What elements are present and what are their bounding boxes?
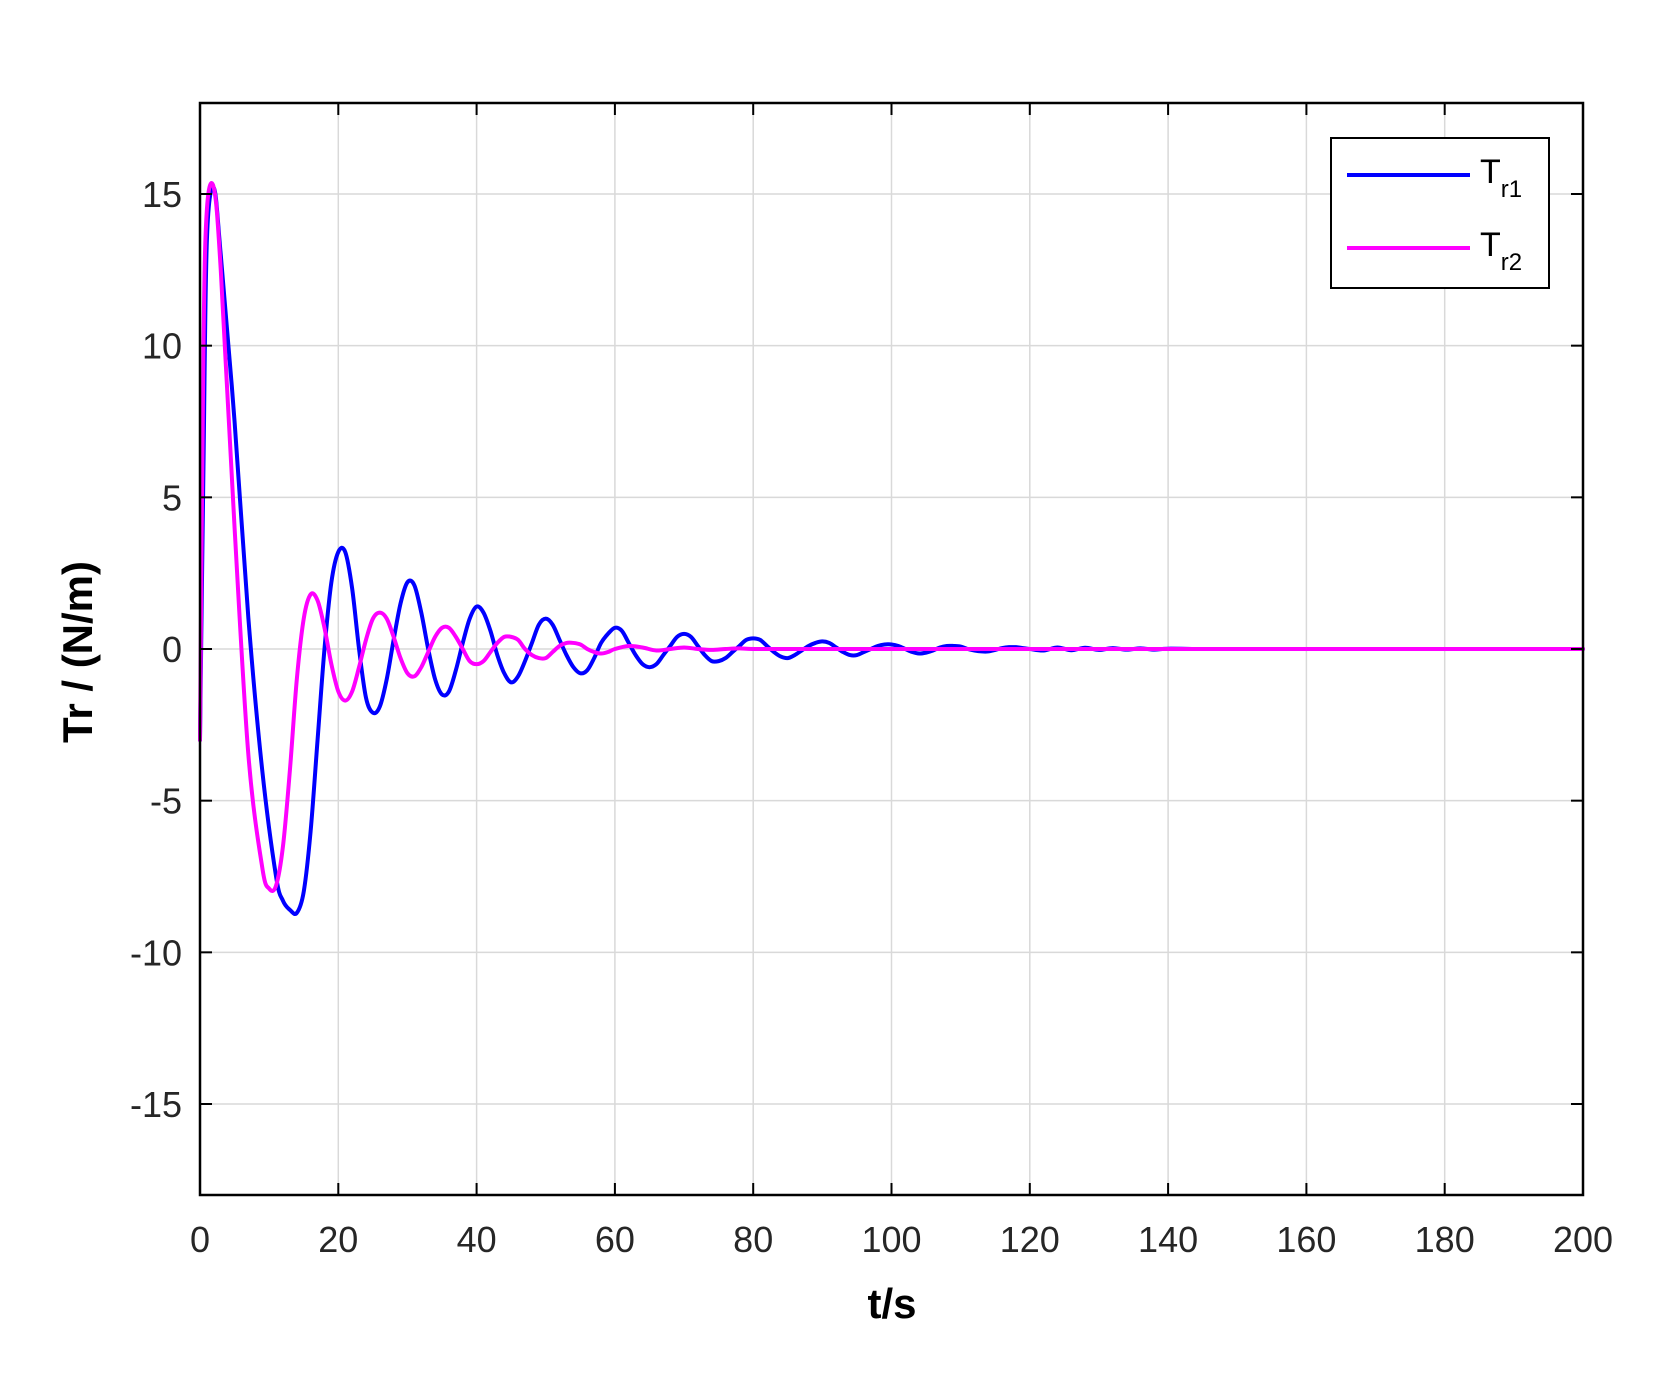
y-tick-label: -15 [130, 1084, 182, 1125]
axes-frame [198, 101, 1585, 1197]
y-tick-label: 15 [142, 174, 182, 215]
legend-label-tr1-sub: r1 [1501, 176, 1522, 203]
x-tick-label: 100 [861, 1219, 921, 1260]
x-tick-label: 200 [1553, 1219, 1613, 1260]
y-axis-label: Tr / (N/m) [54, 561, 101, 743]
legend-label-tr1-main: T [1480, 153, 1501, 191]
x-tick-label: 40 [457, 1219, 497, 1260]
y-tick-label: -10 [130, 932, 182, 973]
series-layer [198, 181, 1585, 916]
x-tick-label: 120 [1000, 1219, 1060, 1260]
legend-label-tr2: Tr2 [1480, 226, 1522, 276]
series-line-tr2 [198, 181, 1585, 893]
x-tick-label: 140 [1138, 1219, 1198, 1260]
legend: Tr1 Tr2 [1330, 137, 1550, 289]
plot-area-border [198, 101, 1585, 1197]
tick-labels: 0 20 40 60 80 100 120 140 160 180 200 -15 -10 -5 0 5 10 1… [130, 174, 1613, 1260]
y-tick-label: 10 [142, 326, 182, 367]
legend-label-tr2-sub: r2 [1501, 249, 1522, 276]
legend-box [1330, 137, 1550, 289]
x-tick-label: 160 [1276, 1219, 1336, 1260]
legend-label-tr1: Tr1 [1480, 153, 1522, 203]
legend-label-tr2-main: T [1480, 226, 1501, 264]
x-tick-label: 180 [1415, 1219, 1475, 1260]
x-tick-label: 0 [190, 1219, 210, 1260]
y-tick-label: -5 [150, 781, 182, 822]
x-tick-label: 60 [595, 1219, 635, 1260]
x-tick-label: 80 [733, 1219, 773, 1260]
y-tick-label: 5 [162, 477, 182, 518]
y-tick-label: 0 [162, 629, 182, 670]
x-axis-label: t/s [867, 1280, 916, 1327]
x-tick-label: 20 [318, 1219, 358, 1260]
